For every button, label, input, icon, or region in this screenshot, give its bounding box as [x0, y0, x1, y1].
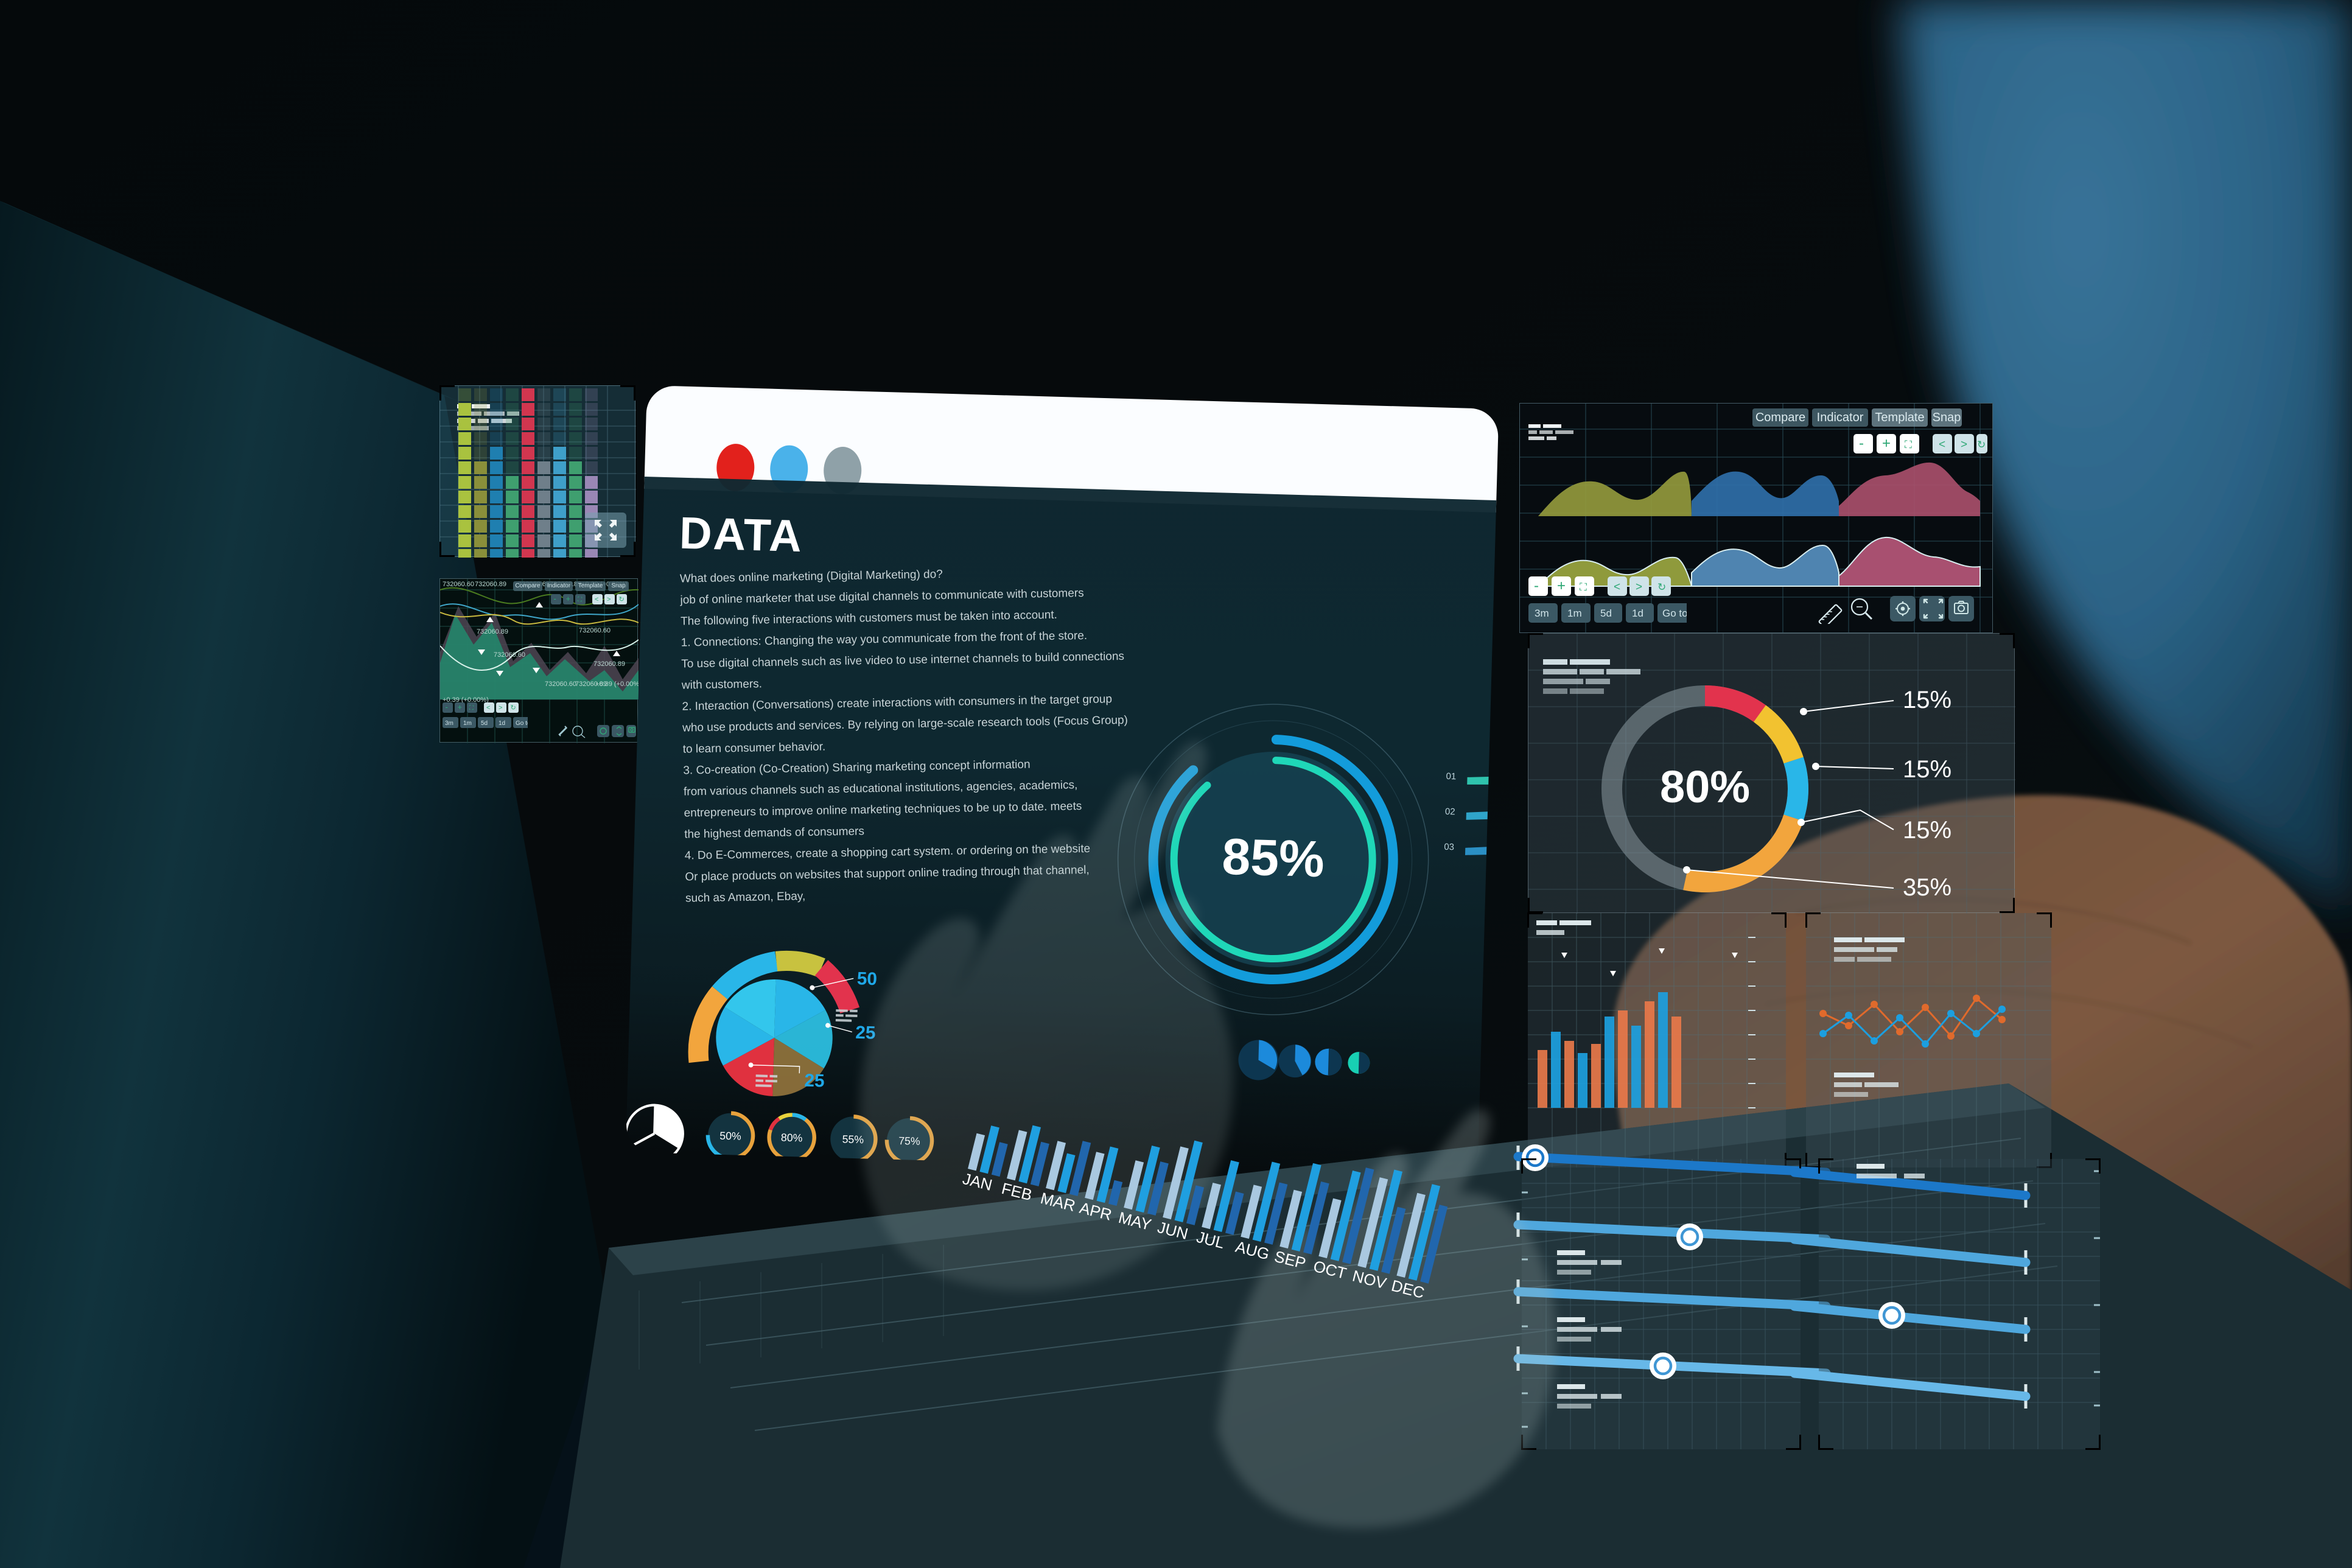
svg-text:JAN: JAN [961, 1169, 994, 1194]
svg-text:APR: APR [1077, 1199, 1113, 1224]
svg-text:JUN: JUN [1156, 1218, 1190, 1243]
svg-text:SEP: SEP [1273, 1247, 1308, 1273]
svg-text:FEB: FEB [999, 1179, 1034, 1204]
